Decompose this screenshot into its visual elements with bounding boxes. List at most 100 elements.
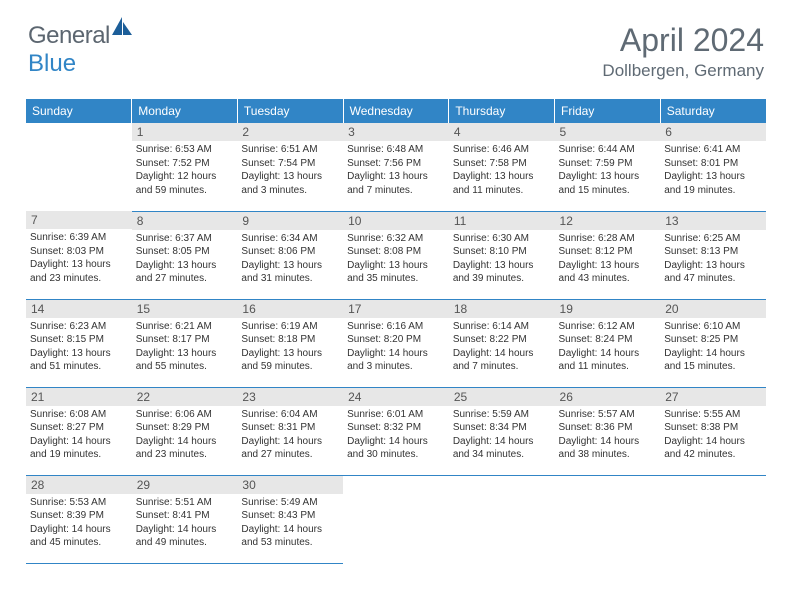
day-info: Sunrise: 5:57 AMSunset: 8:36 PMDaylight:…: [555, 408, 661, 462]
header: General April 2024 Dollbergen, Germany: [0, 0, 792, 91]
day-number: 14: [26, 300, 132, 318]
day-number: 27: [660, 388, 766, 406]
day-info: Sunrise: 6:19 AMSunset: 8:18 PMDaylight:…: [237, 320, 343, 374]
calendar-cell: [343, 475, 449, 563]
day-header: Friday: [555, 99, 661, 123]
calendar-cell: 14 Sunrise: 6:23 AMSunset: 8:15 PMDayligh…: [26, 299, 132, 387]
day-info: Sunrise: 6:10 AMSunset: 8:25 PMDaylight:…: [660, 320, 766, 374]
calendar-cell: 17 Sunrise: 6:16 AMSunset: 8:20 PMDayligh…: [343, 299, 449, 387]
logo-text-1: General: [28, 22, 110, 50]
calendar-cell: 8 Sunrise: 6:37 AMSunset: 8:05 PMDaylight…: [132, 211, 238, 299]
calendar-cell: 28Sunrise: 5:53 AMSunset: 8:39 PMDayligh…: [26, 475, 132, 563]
day-number: 20: [660, 300, 766, 318]
calendar-cell: 30 Sunrise: 5:49 AMSunset: 8:43 PMDayligh…: [237, 475, 343, 563]
day-info: Sunrise: 5:51 AMSunset: 8:41 PMDaylight:…: [132, 496, 238, 550]
calendar-cell: 20 Sunrise: 6:10 AMSunset: 8:25 PMDayligh…: [660, 299, 766, 387]
day-number: 26: [555, 388, 661, 406]
calendar-week-row: 1 Sunrise: 6:53 AMSunset: 7:52 PMDaylight…: [26, 123, 766, 211]
day-info: Sunrise: 5:55 AMSunset: 8:38 PMDaylight:…: [660, 408, 766, 462]
day-number: 9: [237, 212, 343, 230]
location-label: Dollbergen, Germany: [602, 61, 764, 81]
day-number: 10: [343, 212, 449, 230]
day-info: Sunrise: 6:21 AMSunset: 8:17 PMDaylight:…: [132, 320, 238, 374]
calendar-cell: 24 Sunrise: 6:01 AMSunset: 8:32 PMDayligh…: [343, 387, 449, 475]
calendar-cell: 6 Sunrise: 6:41 AMSunset: 8:01 PMDaylight…: [660, 123, 766, 211]
day-info: Sunrise: 6:41 AMSunset: 8:01 PMDaylight:…: [660, 143, 766, 197]
day-header: Monday: [132, 99, 238, 123]
day-info: Sunrise: 6:34 AMSunset: 8:06 PMDaylight:…: [237, 232, 343, 286]
calendar-cell: [449, 475, 555, 563]
day-number: 17: [343, 300, 449, 318]
day-number: 21: [26, 388, 132, 406]
calendar-cell: 15 Sunrise: 6:21 AMSunset: 8:17 PMDayligh…: [132, 299, 238, 387]
day-number: 19: [555, 300, 661, 318]
day-info: Sunrise: 6:37 AMSunset: 8:05 PMDaylight:…: [132, 232, 238, 286]
calendar-table: SundayMondayTuesdayWednesdayThursdayFrid…: [26, 99, 766, 564]
logo-sail-icon: [112, 17, 132, 35]
calendar-cell: 16Sunrise: 6:19 AMSunset: 8:18 PMDayligh…: [237, 299, 343, 387]
calendar-cell: 3Sunrise: 6:48 AMSunset: 7:56 PMDaylight…: [343, 123, 449, 211]
day-number: 8: [132, 212, 238, 230]
day-header: Thursday: [449, 99, 555, 123]
logo-text-2: Blue: [28, 50, 76, 78]
calendar-cell: 9 Sunrise: 6:34 AMSunset: 8:06 PMDaylight…: [237, 211, 343, 299]
day-number: 15: [132, 300, 238, 318]
day-info: Sunrise: 6:01 AMSunset: 8:32 PMDaylight:…: [343, 408, 449, 462]
title-block: April 2024 Dollbergen, Germany: [602, 22, 764, 81]
day-info: Sunrise: 6:53 AMSunset: 7:52 PMDaylight:…: [132, 143, 238, 197]
calendar-cell: 29 Sunrise: 5:51 AMSunset: 8:41 PMDayligh…: [132, 475, 238, 563]
calendar-cell: 19 Sunrise: 6:12 AMSunset: 8:24 PMDayligh…: [555, 299, 661, 387]
calendar-week-row: 21 Sunrise: 6:08 AMSunset: 8:27 PMDayligh…: [26, 387, 766, 475]
day-info: Sunrise: 6:04 AMSunset: 8:31 PMDaylight:…: [237, 408, 343, 462]
day-number: 7: [26, 211, 132, 229]
day-header: Sunday: [26, 99, 132, 123]
calendar-cell: 2 Sunrise: 6:51 AMSunset: 7:54 PMDaylight…: [237, 123, 343, 211]
calendar-cell: [26, 123, 132, 211]
day-number: 23: [237, 388, 343, 406]
day-number: 6: [660, 123, 766, 141]
calendar-cell: 18Sunrise: 6:14 AMSunset: 8:22 PMDayligh…: [449, 299, 555, 387]
calendar-cell: 27 Sunrise: 5:55 AMSunset: 8:38 PMDayligh…: [660, 387, 766, 475]
day-number: 29: [132, 476, 238, 494]
calendar-week-row: 28Sunrise: 5:53 AMSunset: 8:39 PMDayligh…: [26, 475, 766, 563]
day-info: Sunrise: 5:59 AMSunset: 8:34 PMDaylight:…: [449, 408, 555, 462]
calendar-cell: 12 Sunrise: 6:28 AMSunset: 8:12 PMDayligh…: [555, 211, 661, 299]
calendar-cell: 23 Sunrise: 6:04 AMSunset: 8:31 PMDayligh…: [237, 387, 343, 475]
day-info: Sunrise: 6:51 AMSunset: 7:54 PMDaylight:…: [237, 143, 343, 197]
calendar-header-row: SundayMondayTuesdayWednesdayThursdayFrid…: [26, 99, 766, 123]
calendar-cell: 4 Sunrise: 6:46 AMSunset: 7:58 PMDaylight…: [449, 123, 555, 211]
day-number: 18: [449, 300, 555, 318]
calendar-cell: 10 Sunrise: 6:32 AMSunset: 8:08 PMDayligh…: [343, 211, 449, 299]
day-info: Sunrise: 6:16 AMSunset: 8:20 PMDaylight:…: [343, 320, 449, 374]
calendar-cell: [660, 475, 766, 563]
day-number: 11: [449, 212, 555, 230]
calendar-cell: 5Sunrise: 6:44 AMSunset: 7:59 PMDaylight…: [555, 123, 661, 211]
day-info: Sunrise: 6:46 AMSunset: 7:58 PMDaylight:…: [449, 143, 555, 197]
day-info: Sunrise: 6:28 AMSunset: 8:12 PMDaylight:…: [555, 232, 661, 286]
day-header: Wednesday: [343, 99, 449, 123]
day-number: 4: [449, 123, 555, 141]
calendar-cell: 7 Sunrise: 6:39 AMSunset: 8:03 PMDaylight…: [26, 211, 132, 299]
day-info: Sunrise: 6:08 AMSunset: 8:27 PMDaylight:…: [26, 408, 132, 462]
day-number: 12: [555, 212, 661, 230]
day-number: 30: [237, 476, 343, 494]
day-info: Sunrise: 6:48 AMSunset: 7:56 PMDaylight:…: [343, 143, 449, 197]
day-number: 1: [132, 123, 238, 141]
day-number: 13: [660, 212, 766, 230]
calendar-cell: [555, 475, 661, 563]
day-info: Sunrise: 5:49 AMSunset: 8:43 PMDaylight:…: [237, 496, 343, 550]
day-number: 25: [449, 388, 555, 406]
day-info: Sunrise: 6:23 AMSunset: 8:15 PMDaylight:…: [26, 320, 132, 374]
day-info: Sunrise: 6:39 AMSunset: 8:03 PMDaylight:…: [26, 231, 132, 285]
calendar-cell: 26 Sunrise: 5:57 AMSunset: 8:36 PMDayligh…: [555, 387, 661, 475]
calendar-cell: 11Sunrise: 6:30 AMSunset: 8:10 PMDayligh…: [449, 211, 555, 299]
day-info: Sunrise: 6:32 AMSunset: 8:08 PMDaylight:…: [343, 232, 449, 286]
calendar-cell: 1 Sunrise: 6:53 AMSunset: 7:52 PMDaylight…: [132, 123, 238, 211]
page-title: April 2024: [602, 22, 764, 59]
day-info: Sunrise: 6:06 AMSunset: 8:29 PMDaylight:…: [132, 408, 238, 462]
calendar-week-row: 14 Sunrise: 6:23 AMSunset: 8:15 PMDayligh…: [26, 299, 766, 387]
day-number: 22: [132, 388, 238, 406]
day-number: 24: [343, 388, 449, 406]
day-number: 2: [237, 123, 343, 141]
day-info: Sunrise: 6:12 AMSunset: 8:24 PMDaylight:…: [555, 320, 661, 374]
